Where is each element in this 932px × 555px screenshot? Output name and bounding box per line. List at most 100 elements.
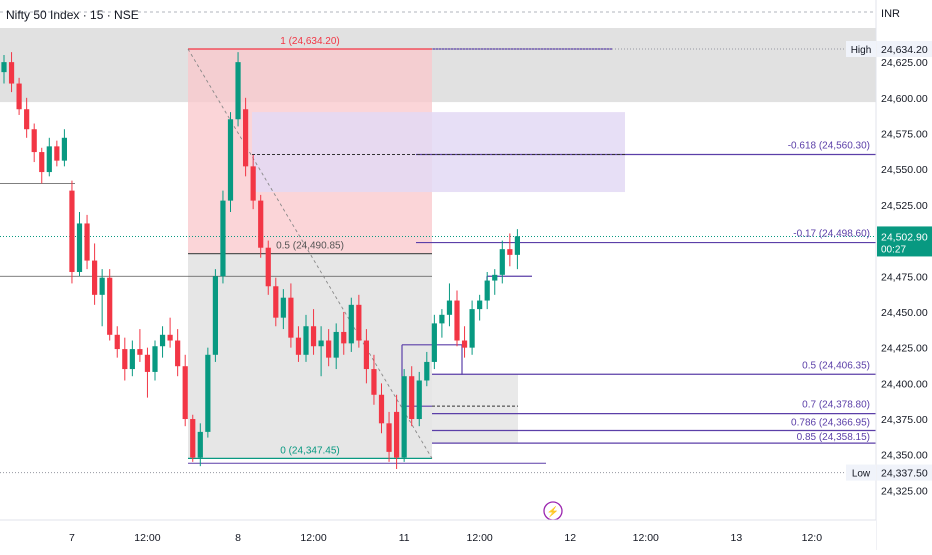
fib-label-0-5-right: 0.5 (24,406.35)	[802, 360, 870, 371]
candle-body	[39, 152, 45, 173]
price-axis	[876, 0, 932, 550]
high-tag-label: High	[851, 45, 872, 56]
countdown-value: 00:27	[881, 244, 906, 255]
candle-body	[461, 340, 468, 348]
candle-body	[303, 326, 309, 355]
x-tick-label: 11	[399, 532, 410, 544]
y-tick-label: 24,425.00	[881, 343, 928, 355]
y-tick-label: 24,550.00	[881, 164, 928, 176]
candle-body	[212, 276, 218, 355]
candle-body	[394, 411, 400, 458]
candle-body	[84, 223, 90, 261]
candle-body	[1, 62, 7, 73]
candle-body	[175, 340, 181, 367]
x-tick-label: 12:0	[802, 532, 823, 544]
candle-body	[46, 146, 52, 173]
low-price-value: 24,337.50	[881, 468, 928, 480]
x-tick-label: 12	[564, 532, 576, 544]
candle-body	[190, 419, 196, 458]
candle-body	[446, 300, 453, 315]
candle-body	[378, 394, 385, 424]
candle-body	[197, 431, 203, 458]
candle-body	[507, 249, 513, 255]
candle-body	[288, 297, 294, 338]
last-price-tag	[877, 226, 932, 257]
fib-label-0-7: 0.7 (24,378.80)	[802, 400, 870, 411]
candle-body	[318, 340, 324, 347]
high-price-value: 24,634.20	[881, 44, 928, 56]
candle-body	[477, 300, 483, 310]
candle-body	[492, 274, 498, 281]
alert-icon-glyph: ⚡	[547, 505, 559, 518]
fib-label-0-85: 0.85 (24,358.15)	[797, 432, 870, 443]
fib-label-1: 1 (24,634.20)	[280, 36, 340, 47]
candle-body	[386, 423, 392, 452]
candle-body	[401, 376, 407, 458]
high-price-box	[877, 41, 932, 57]
candle-body	[409, 376, 415, 420]
candle-body	[280, 297, 286, 318]
candle-body	[99, 277, 105, 295]
fib-label-0: 0 (24,347.45)	[280, 445, 340, 456]
candle-body	[431, 323, 437, 362]
high-tag	[846, 41, 876, 57]
y-tick-label: 24,600.00	[881, 93, 928, 105]
candle-body	[159, 334, 166, 347]
candle-body	[326, 340, 332, 358]
candle-body	[258, 200, 264, 248]
candle-body	[152, 346, 158, 372]
candle-body	[31, 129, 37, 153]
candle-body	[469, 309, 475, 348]
y-tick-label: 24,325.00	[881, 485, 928, 497]
candle-body	[92, 260, 98, 295]
candle-body	[220, 200, 226, 277]
fib-trend-diagonal	[187, 48, 433, 459]
candle-body	[16, 83, 22, 110]
candle-body	[107, 277, 113, 335]
candle-body	[8, 62, 15, 84]
y-tick-label: 24,525.00	[881, 200, 928, 212]
candle-body	[454, 300, 460, 341]
candle-body	[137, 349, 143, 355]
candle-body	[114, 334, 120, 350]
candle-body	[439, 314, 445, 324]
y-tick-label: 24,450.00	[881, 307, 928, 319]
last-price-value: 24,502.90	[881, 231, 928, 243]
candle-body	[76, 223, 83, 272]
y-tick-label: 24,475.00	[881, 271, 928, 283]
y-tick-label: 24,375.00	[881, 414, 928, 426]
x-tick-label: 12:00	[134, 532, 160, 544]
candle-body	[144, 354, 151, 372]
candle-body	[122, 349, 128, 370]
candle-body	[54, 146, 60, 161]
candle-body	[69, 190, 75, 272]
candle-body	[341, 331, 347, 344]
range-zone-gray-right	[432, 374, 518, 444]
candle-body	[167, 334, 173, 341]
candle-body	[356, 304, 362, 341]
candle-body	[250, 166, 256, 201]
candle-body	[182, 366, 188, 420]
x-tick-label: 12:00	[467, 532, 493, 544]
candle-body	[24, 109, 30, 130]
x-tick-label: 7	[69, 532, 75, 544]
x-tick-label: 12:00	[300, 532, 326, 544]
low-tag-label: Low	[852, 469, 871, 480]
y-tick-label: 24,350.00	[881, 450, 928, 462]
y-tick-label: 24,575.00	[881, 129, 928, 141]
candle-body	[61, 137, 67, 161]
low-tag	[846, 464, 876, 481]
candle-body	[129, 349, 135, 370]
fib-label-0-5: 0.5 (24,490.85)	[276, 241, 344, 252]
candle-body	[363, 340, 369, 370]
candle-body	[514, 236, 520, 255]
x-tick-label: 13	[731, 532, 743, 544]
candles	[1, 52, 520, 469]
candle-body	[265, 247, 271, 287]
x-tick-label: 12:00	[633, 532, 659, 544]
candle-body	[333, 331, 339, 358]
candle-body	[273, 286, 279, 318]
candle-body	[348, 304, 354, 344]
